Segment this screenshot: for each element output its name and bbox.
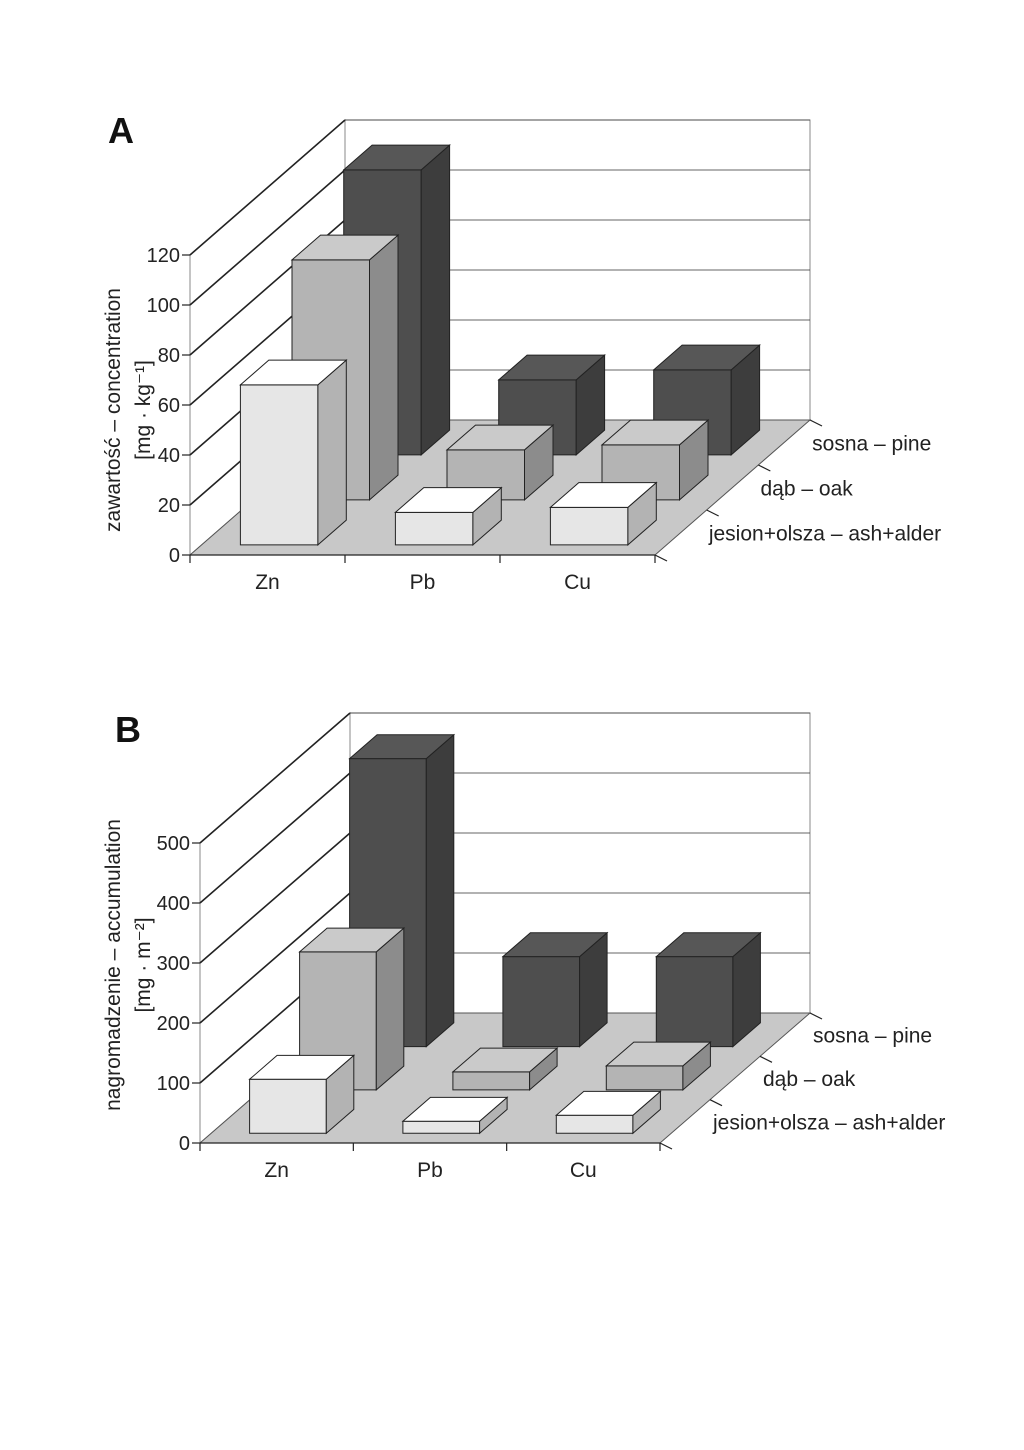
panel-letter: B (115, 709, 141, 750)
category-label: Zn (255, 571, 280, 594)
y-tick-label: 0 (169, 545, 180, 567)
y-axis-title: zawartość – concentration (102, 288, 125, 532)
bar-Cu-series-1 (604, 1041, 712, 1091)
bar-front (605, 1065, 684, 1091)
gridline (199, 712, 351, 844)
depth-tick-mark (759, 1055, 773, 1063)
bar-side (420, 143, 451, 457)
y-axis-unit: [mg · kg⁻¹] (132, 360, 155, 460)
y-tick-label: 40 (158, 445, 180, 467)
bar-side (317, 358, 347, 547)
depth-tick-mark (706, 509, 719, 517)
y-tick-label: 20 (158, 495, 180, 517)
bar-top (248, 1054, 356, 1080)
bar-Pb-series-0 (401, 1096, 509, 1135)
bar-top (290, 234, 400, 261)
chart-panel-A: A 0 20 40 60 80 100 120 Zn Pb Cu sosna – pine dąb – … (102, 110, 941, 594)
bar-top (549, 482, 658, 508)
bar-front (402, 1120, 481, 1134)
y-tick-label: 300 (157, 953, 190, 975)
bar-top (451, 1047, 559, 1073)
bar-top (401, 1096, 509, 1122)
bar-side (425, 733, 455, 1048)
gridline (199, 772, 351, 904)
bar-Pb-series-1 (451, 1047, 559, 1091)
y-axis-unit: [mg · m⁻²] (132, 917, 155, 1012)
gridline (199, 832, 351, 964)
bar-top (600, 419, 710, 446)
bar-front (655, 956, 734, 1048)
depth-tick-mark (659, 1142, 673, 1150)
bar-front (549, 506, 629, 546)
depth-label: jesion+olsza – ash+alder (712, 1111, 945, 1134)
depth-label: dąb – oak (761, 478, 854, 501)
bar-front (249, 1078, 327, 1134)
category-label: Zn (264, 1159, 289, 1182)
y-axis-title: nagromadzenie – accumulation (102, 819, 125, 1111)
bar-top (239, 359, 348, 386)
category-label: Pb (410, 571, 436, 594)
depth-tick-mark (654, 554, 668, 562)
chart-panel-B: B 0 100 200 300 400 500 Zn Pb Cu sosna – pine dąb –… (102, 709, 945, 1182)
depth-tick-mark (809, 419, 823, 427)
gridline (199, 892, 351, 1024)
bar-Zn-series-0 (248, 1054, 356, 1135)
depth-tick-mark (758, 464, 771, 472)
bar-top (501, 932, 609, 958)
bar-top (604, 1041, 712, 1067)
y-tick-label: 80 (158, 345, 180, 367)
depth-tick-mark (809, 1012, 823, 1020)
bar-top (298, 927, 406, 953)
depth-label: sosna – pine (812, 433, 931, 456)
bar-top (554, 1090, 662, 1116)
gridline (189, 119, 346, 256)
bar-Pb-series-0 (394, 486, 503, 547)
bar-Cu-series-0 (554, 1090, 662, 1135)
bar-Cu-series-2 (654, 931, 762, 1048)
bar-top (654, 932, 762, 958)
gridline (189, 169, 346, 306)
y-tick-label: 60 (158, 395, 180, 417)
y-tick-label: 100 (157, 1073, 190, 1095)
category-label: Cu (564, 571, 591, 594)
bar-front (394, 511, 474, 546)
y-tick-label: 500 (157, 833, 190, 855)
bar-top (445, 424, 555, 451)
bar-top (652, 344, 761, 371)
bar-top (348, 734, 456, 760)
y-tick-label: 200 (157, 1013, 190, 1035)
bar-top (394, 487, 503, 513)
bar-top (342, 144, 451, 171)
bar-Cu-series-0 (549, 481, 658, 547)
bar-front (502, 956, 581, 1048)
bar-side (375, 927, 405, 1091)
bar-front (555, 1114, 634, 1134)
bar-Pb-series-2 (501, 931, 609, 1048)
bar-Zn-series-0 (239, 358, 348, 547)
depth-label: jesion+olsza – ash+alder (708, 523, 941, 546)
depth-tick-mark (709, 1099, 723, 1107)
depth-label: dąb – oak (763, 1068, 856, 1091)
depth-label: sosna – pine (813, 1025, 932, 1048)
y-tick-label: 400 (157, 893, 190, 915)
y-tick-label: 0 (179, 1133, 190, 1155)
y-tick-label: 120 (147, 245, 180, 267)
bar-front (239, 384, 319, 546)
bar-top (497, 354, 606, 381)
bar-front (452, 1071, 531, 1091)
category-label: Cu (570, 1159, 597, 1182)
bar-side (369, 234, 399, 501)
category-label: Pb (417, 1159, 443, 1182)
panel-letter: A (108, 110, 134, 151)
y-tick-label: 100 (147, 295, 180, 317)
